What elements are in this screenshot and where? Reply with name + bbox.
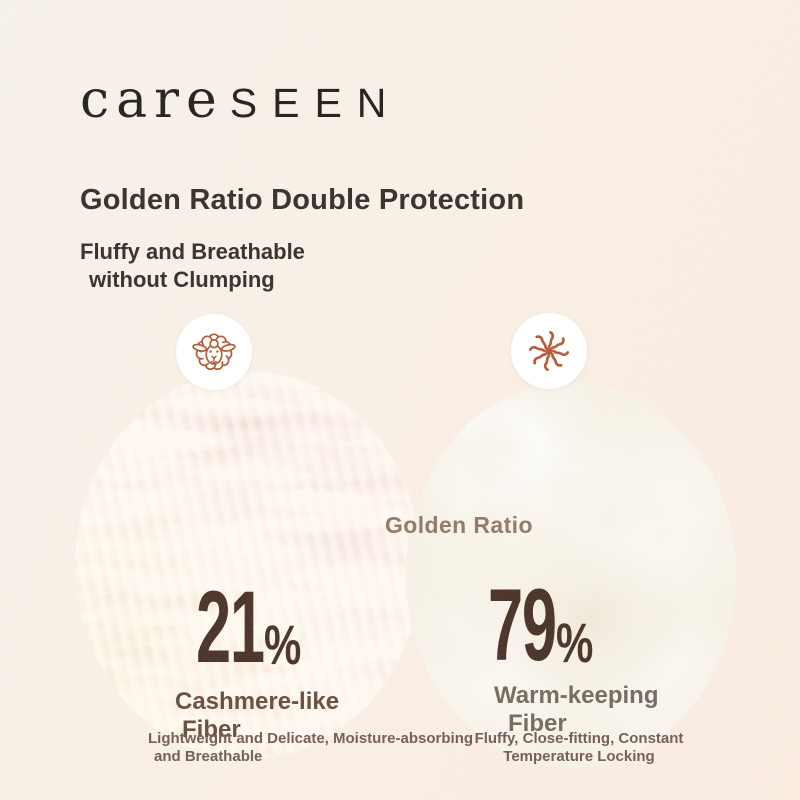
page-title: Golden Ratio Double Protection [80,184,525,216]
cashmere-icon-badge [176,314,252,390]
warmkeeping-desc-line-2: Temperature Locking [503,748,655,766]
warmkeeping-fiber-description: Fluffy, Close-fitting, Constant Temperat… [435,730,723,767]
cashmere-fiber-description: Lightweight and Delicate, Moisture-absor… [148,730,473,767]
subtitle-line-1: Fluffy and Breathable [80,239,305,264]
golden-ratio-label: Golden Ratio [385,512,533,538]
cashmere-desc-line-2: and Breathable [154,748,263,766]
cashmere-percent-value: 21 [196,570,265,684]
warmkeeping-percent-sign: % [556,610,594,674]
brand-logo-care: care [80,70,224,130]
brand-logo: care SEEN [80,70,401,130]
brand-logo-seen: SEEN [229,80,402,126]
subtitle-line-2: without Clumping [89,266,275,292]
warmkeeping-percentage: 79 % [488,568,606,682]
warmth-icon-badge [511,313,587,389]
warmkeeping-percent-value: 79 [488,568,557,682]
sun-icon [528,330,570,372]
cashmere-percent-sign: % [264,612,302,676]
warmkeeping-fiber-label-line-1: Warm-keeping [494,682,659,709]
warmkeeping-desc-line-1: Fluffy, Close-fitting, Constant [474,730,684,747]
cashmere-fiber-label-line-1: Cashmere-like [175,688,340,715]
page-subtitle: Fluffy and Breathable without Clumping [80,238,305,294]
sheep-icon [192,333,236,371]
cashmere-percentage: 21 % [196,570,314,684]
cashmere-desc-line-1: Lightweight and Delicate, Moisture-absor… [148,730,474,747]
